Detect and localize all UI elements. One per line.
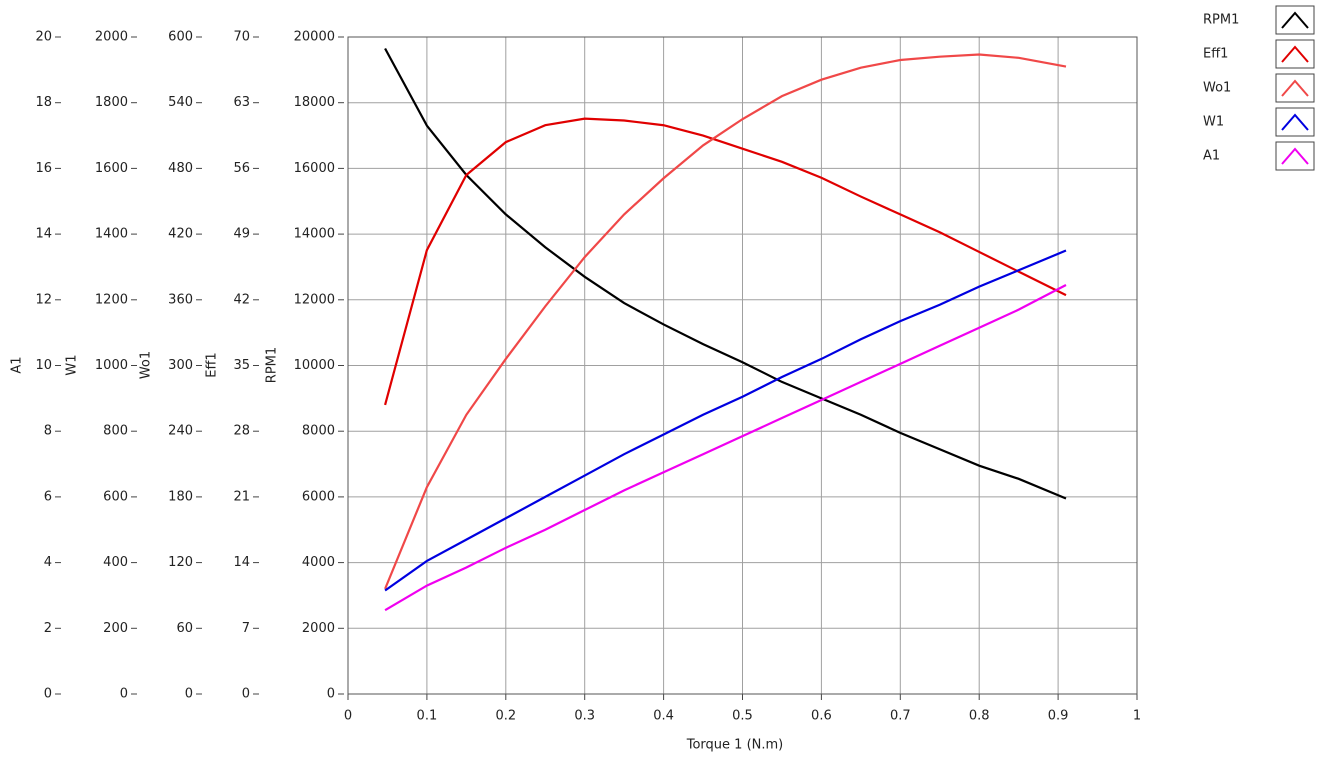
x-tick-label: 0.9: [1048, 709, 1069, 724]
y-tick-label: 63: [233, 95, 250, 110]
legend-swatch: [1281, 113, 1309, 131]
x-tick-label: 0.7: [890, 709, 911, 724]
y-axis-title: A1: [10, 356, 25, 373]
y-tick-label: 28: [233, 424, 250, 439]
x-tick-label: 1: [1133, 709, 1141, 724]
y-tick-label: 1000: [95, 358, 128, 373]
y-tick-label: 10000: [294, 358, 335, 373]
legend-swatch: [1281, 79, 1309, 97]
y-tick-label: 1400: [95, 227, 128, 242]
x-tick-label: 0.3: [574, 709, 595, 724]
y-tick-label: 18000: [294, 95, 335, 110]
legend-icon: [1275, 107, 1315, 137]
y-tick-label: 60: [176, 621, 193, 636]
x-tick-label: 0.2: [495, 709, 516, 724]
y-tick-label: 56: [233, 161, 250, 176]
y-tick-label: 14000: [294, 227, 335, 242]
x-tick-label: 0.5: [732, 709, 753, 724]
y-tick-label: 8000: [302, 424, 335, 439]
x-tick-label: 0.1: [417, 709, 438, 724]
y-tick-label: 6: [44, 489, 52, 504]
y-tick-label: 70: [233, 30, 250, 45]
y-tick-label: 0: [44, 687, 52, 702]
legend-icon: [1275, 5, 1315, 35]
series-line: [384, 284, 1067, 612]
legend-swatch: [1281, 11, 1309, 29]
y-tick-label: 180: [168, 489, 193, 504]
legend-label: RPM1: [1203, 13, 1239, 28]
y-tick-label: 540: [168, 95, 193, 110]
y-tick-label: 480: [168, 161, 193, 176]
legend-label: A1: [1203, 149, 1220, 164]
plot-frame: [347, 36, 1138, 695]
legend-swatch: [1281, 147, 1309, 165]
y-tick-label: 16: [35, 161, 52, 176]
y-axis-title: RPM1: [265, 347, 280, 383]
y-tick-label: 8: [44, 424, 52, 439]
y-tick-label: 1800: [95, 95, 128, 110]
series-line: [384, 53, 1067, 590]
y-tick-label: 0: [242, 687, 250, 702]
series-line: [384, 47, 1067, 500]
y-tick-label: 12000: [294, 292, 335, 307]
x-axis-title: Torque 1 (N.m): [686, 738, 784, 753]
x-tick-label: 0.8: [969, 709, 990, 724]
y-tick-label: 14: [35, 227, 52, 242]
legend-label: W1: [1203, 115, 1224, 130]
y-tick-label: 35: [233, 358, 250, 373]
x-tick-label: 0.6: [811, 709, 832, 724]
y-tick-label: 1200: [95, 292, 128, 307]
y-tick-label: 14: [233, 555, 250, 570]
y-tick-label: 420: [168, 227, 193, 242]
y-tick-label: 200: [103, 621, 128, 636]
y-tick-label: 0: [327, 687, 335, 702]
y-tick-label: 49: [233, 227, 250, 242]
y-axis-title: Eff1: [205, 352, 220, 377]
y-tick-label: 16000: [294, 161, 335, 176]
y-tick-label: 2: [44, 621, 52, 636]
y-axis-title: W1: [65, 354, 80, 375]
legend-swatch: [1281, 45, 1309, 63]
y-tick-label: 0: [120, 687, 128, 702]
y-tick-label: 12: [35, 292, 52, 307]
y-tick-label: 240: [168, 424, 193, 439]
y-tick-label: 4: [44, 555, 52, 570]
legend-icon: [1275, 73, 1315, 103]
y-tick-label: 42: [233, 292, 250, 307]
y-tick-label: 18: [35, 95, 52, 110]
y-tick-label: 1600: [95, 161, 128, 176]
legend-label: Eff1: [1203, 47, 1228, 62]
y-tick-label: 600: [168, 30, 193, 45]
y-tick-label: 4000: [302, 555, 335, 570]
y-tick-label: 20: [35, 30, 52, 45]
y-tick-label: 300: [168, 358, 193, 373]
series-line: [384, 117, 1067, 406]
y-tick-label: 21: [233, 489, 250, 504]
y-tick-label: 7: [242, 621, 250, 636]
y-tick-label: 120: [168, 555, 193, 570]
x-tick-label: 0.4: [653, 709, 674, 724]
y-tick-label: 2000: [95, 30, 128, 45]
x-tick-label: 0: [344, 709, 352, 724]
y-tick-label: 400: [103, 555, 128, 570]
y-tick-label: 600: [103, 489, 128, 504]
y-tick-label: 360: [168, 292, 193, 307]
y-tick-label: 2000: [302, 621, 335, 636]
y-tick-label: 800: [103, 424, 128, 439]
y-axis-title: Wo1: [139, 351, 154, 379]
series-line: [384, 249, 1067, 592]
y-tick-label: 6000: [302, 489, 335, 504]
legend-icon: [1275, 39, 1315, 69]
y-tick-label: 10: [35, 358, 52, 373]
legend-label: Wo1: [1203, 81, 1231, 96]
legend-icon: [1275, 141, 1315, 171]
y-tick-label: 20000: [294, 30, 335, 45]
y-tick-label: 0: [185, 687, 193, 702]
